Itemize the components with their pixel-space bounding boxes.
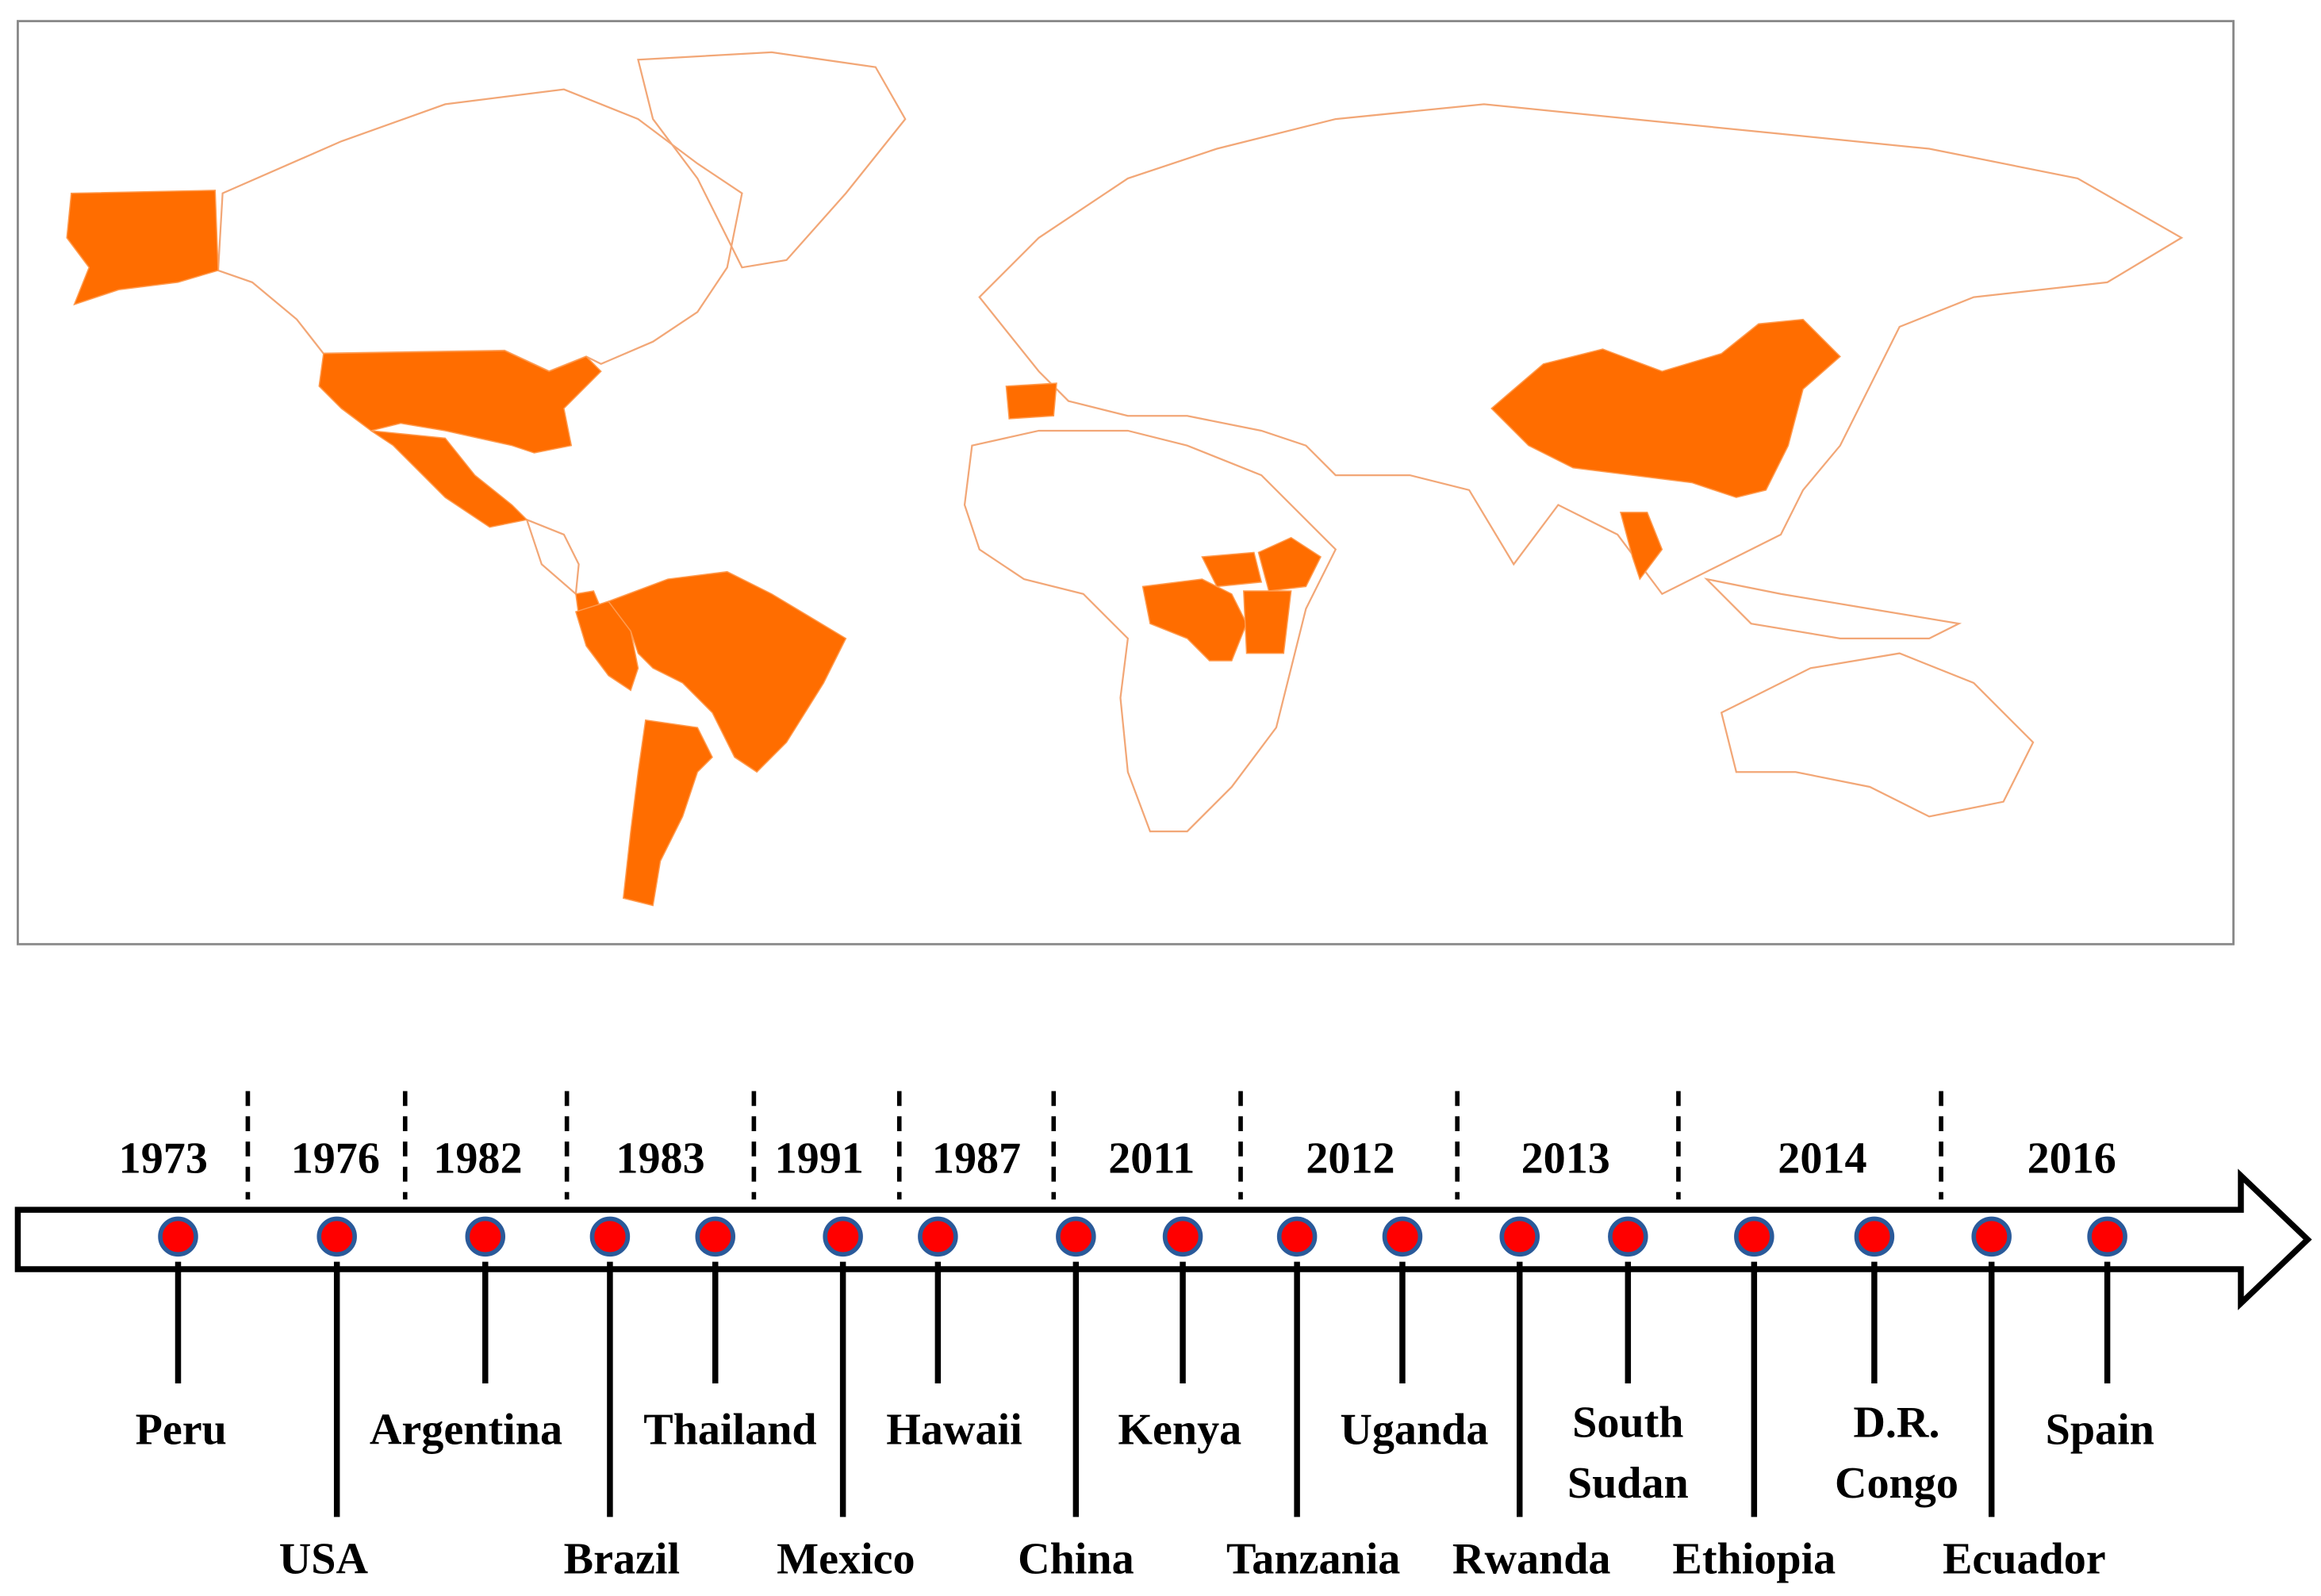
country-label: Congo [1835,1459,1958,1508]
continent-outline [978,103,2184,596]
country-label: Mexico [777,1535,915,1584]
country-label: Spain [2046,1406,2154,1455]
country-label: USA [279,1535,369,1584]
event-dot [316,1216,357,1257]
highlighted-country [66,190,219,306]
highlighted-country [622,719,713,907]
country-label: Hawaii [886,1406,1022,1455]
highlighted-country [1242,590,1292,654]
country-label: Thailand [643,1406,816,1455]
map-frame [17,20,2235,946]
event-dot [1734,1216,1774,1257]
highlighted-country [1201,551,1263,588]
country-label: Argentina [370,1406,562,1455]
event-dot [589,1216,631,1257]
continent-outline [637,51,907,269]
event-dot [1056,1216,1096,1257]
highlighted-country [370,430,528,528]
event-dot [1499,1216,1540,1257]
country-label: Kenya [1118,1406,1241,1455]
event-dot [1971,1216,2012,1257]
highlighted-country [1619,512,1663,581]
highlighted-country [1257,536,1322,592]
continent-outline [963,429,1337,833]
highlighted-country [1141,578,1248,662]
country-label: Tanzania [1226,1535,1400,1584]
country-label: D.R. [1853,1398,1939,1447]
year-label: 2011 [1108,1134,1195,1183]
year-label: 1991 [775,1134,864,1183]
year-label: 2012 [1306,1134,1395,1183]
country-label: Sudan [1567,1459,1689,1508]
event-dot [695,1216,736,1257]
country-label: Brazil [564,1535,680,1584]
year-label: 2016 [2028,1134,2116,1183]
event-dot [1608,1216,1648,1257]
country-label: Uganda [1340,1406,1488,1455]
event-dot [823,1216,863,1257]
year-label: 2013 [1521,1134,1610,1183]
country-label: China [1018,1535,1134,1584]
event-dot [1854,1216,1895,1257]
event-dot [1162,1216,1203,1257]
year-label: 1987 [932,1134,1021,1183]
continent-outline [1720,652,2035,818]
continent-outline [525,518,580,597]
event-dot [2087,1216,2127,1257]
highlighted-country [1005,382,1057,420]
event-dot [918,1216,958,1257]
continent-outline [1704,577,1962,640]
highlighted-country [607,570,847,773]
year-label: 1982 [433,1134,522,1183]
continent-outline [217,88,743,373]
highlighted-country [318,350,602,454]
event-dot [1382,1216,1423,1257]
timeline-arrow [14,1168,2312,1310]
country-label: South [1572,1398,1683,1447]
world-map [17,20,2235,946]
country-label: Peru [136,1406,227,1455]
country-label: Ethiopia [1672,1535,1836,1584]
event-dot [158,1216,198,1257]
year-label: 1983 [616,1134,704,1183]
highlighted-country [1490,318,1841,498]
year-label: 1973 [119,1134,208,1183]
event-dot [465,1216,506,1257]
country-label: Ecuador [1943,1535,2106,1584]
event-dot [1276,1216,1318,1257]
year-label: 1976 [291,1134,380,1183]
year-label: 2014 [1778,1134,1866,1183]
country-label: Rwanda [1452,1535,1611,1584]
